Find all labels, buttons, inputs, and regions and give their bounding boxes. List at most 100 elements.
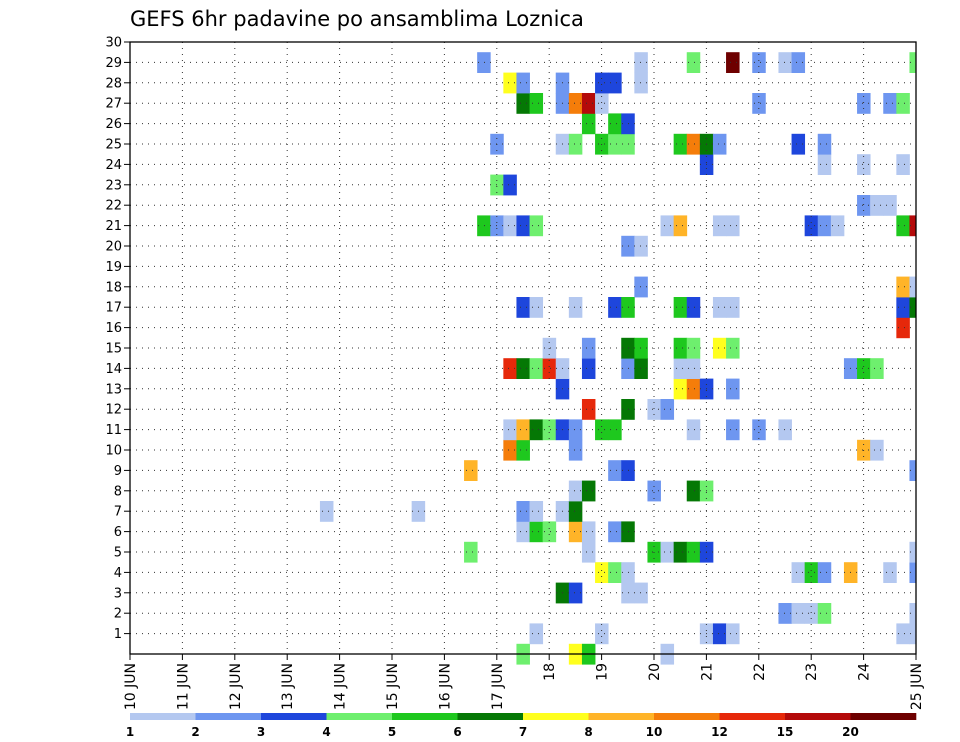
precip-cell [477,215,491,237]
legend-swatch [850,713,917,720]
precip-cell [503,439,517,461]
precip-cell [712,337,727,359]
legend-swatch [457,713,524,720]
x-tick-label: 18 [542,663,558,681]
precip-cell [909,603,917,624]
y-tick-label: 29 [105,56,122,71]
legend-swatch [588,713,655,720]
precip-cell [516,93,530,114]
precip-cell [529,521,544,543]
precip-cell [568,480,583,502]
precip-cell [568,297,583,318]
legend-swatch [326,713,393,720]
grid-layer [130,42,916,654]
precip-cell [817,562,832,583]
y-tick-label: 13 [105,382,122,397]
precip-cell [503,174,517,196]
precip-cell [909,541,917,563]
precip-cell [857,195,871,216]
precip-cell [726,297,740,318]
precip-cell [608,521,622,543]
precip-cell [791,52,806,73]
x-tick-label: 25 JUN [909,663,925,710]
precip-cell [909,460,917,481]
precip-cell [634,358,648,379]
y-tick-label: 21 [105,219,122,234]
precip-cell [870,195,884,216]
y-tick-label: 19 [105,260,122,275]
legend-label: 2 [191,725,199,739]
precip-cell [529,419,544,441]
x-tick-label: 17 JUN [490,663,506,710]
y-tick-label: 25 [105,138,122,153]
y-tick-label: 14 [105,362,122,377]
y-tick-label: 4 [114,566,122,581]
legend-label: 15 [777,725,794,739]
precip-cell [686,480,701,502]
precip-cell [896,276,910,298]
precip-cell [909,297,917,318]
y-tick-label: 11 [105,423,122,438]
precip-cell [883,562,897,583]
precip-cell [503,419,517,441]
precip-cell [896,317,910,339]
precip-cell [752,419,766,441]
legend-swatch [130,713,196,720]
legend-label: 8 [584,725,592,739]
precip-cell [804,215,819,237]
precip-cell [778,419,792,441]
x-tick-label: 12 JUN [228,663,244,710]
precip-cell [817,603,832,624]
precip-cell [581,399,596,420]
precip-cell [896,297,910,318]
precip-cell [686,541,701,563]
precip-cell [883,93,897,114]
precip-cell [595,72,609,94]
precip-cell [568,93,583,114]
precip-cell [647,399,661,420]
precip-cell [516,297,530,318]
y-tick-label: 6 [114,525,122,540]
precip-cell [660,215,675,237]
precip-cell [726,337,740,359]
y-tick-label: 18 [105,280,122,295]
y-tick-label: 8 [114,484,122,499]
x-axis: 10 JUN 11 JUN 12 JUN 13 JUN 14 JUN 15 JUN 16 J… [123,654,925,710]
y-axis: 1234567891011121314151617181920212223242… [105,36,130,642]
precip-cell [608,72,622,94]
precip-cell [883,195,897,216]
y-tick-label: 22 [105,199,122,214]
cells-layer [319,52,917,665]
legend-swatch [261,713,327,720]
precip-cell [686,52,701,73]
y-tick-label: 2 [114,607,122,622]
precip-cell [568,521,583,543]
x-tick-label: 23 [804,663,820,681]
precip-cell [686,419,701,441]
precip-cell [909,52,917,73]
precip-cell [516,439,530,461]
precip-cell [673,358,688,379]
legend-swatch [719,713,786,720]
legend-swatch [523,713,589,720]
chart-title: GEFS 6hr padavine po ansamblima Loznica [130,7,584,31]
precip-cell [686,297,701,318]
x-tick-label: 15 JUN [385,663,401,710]
precip-cell [686,358,701,379]
precip-cell [673,378,688,400]
legend-swatch [654,713,720,720]
precip-cell [896,93,910,114]
precip-cell [568,439,583,461]
precip-cell [660,541,675,563]
precip-cell [817,133,832,155]
color-legend: 1 2 3 4 5 6 7 8 10 12 15 20 [126,713,917,739]
precip-cell [804,603,819,624]
precip-cell [568,582,583,604]
precip-cell [634,582,648,604]
precip-cell [817,154,832,175]
x-tick-label: 24 [857,663,873,681]
x-tick-label: 11 JUN [175,663,191,710]
precip-cell [581,113,596,135]
legend-label: 10 [646,725,663,739]
precip-cell [595,562,609,583]
